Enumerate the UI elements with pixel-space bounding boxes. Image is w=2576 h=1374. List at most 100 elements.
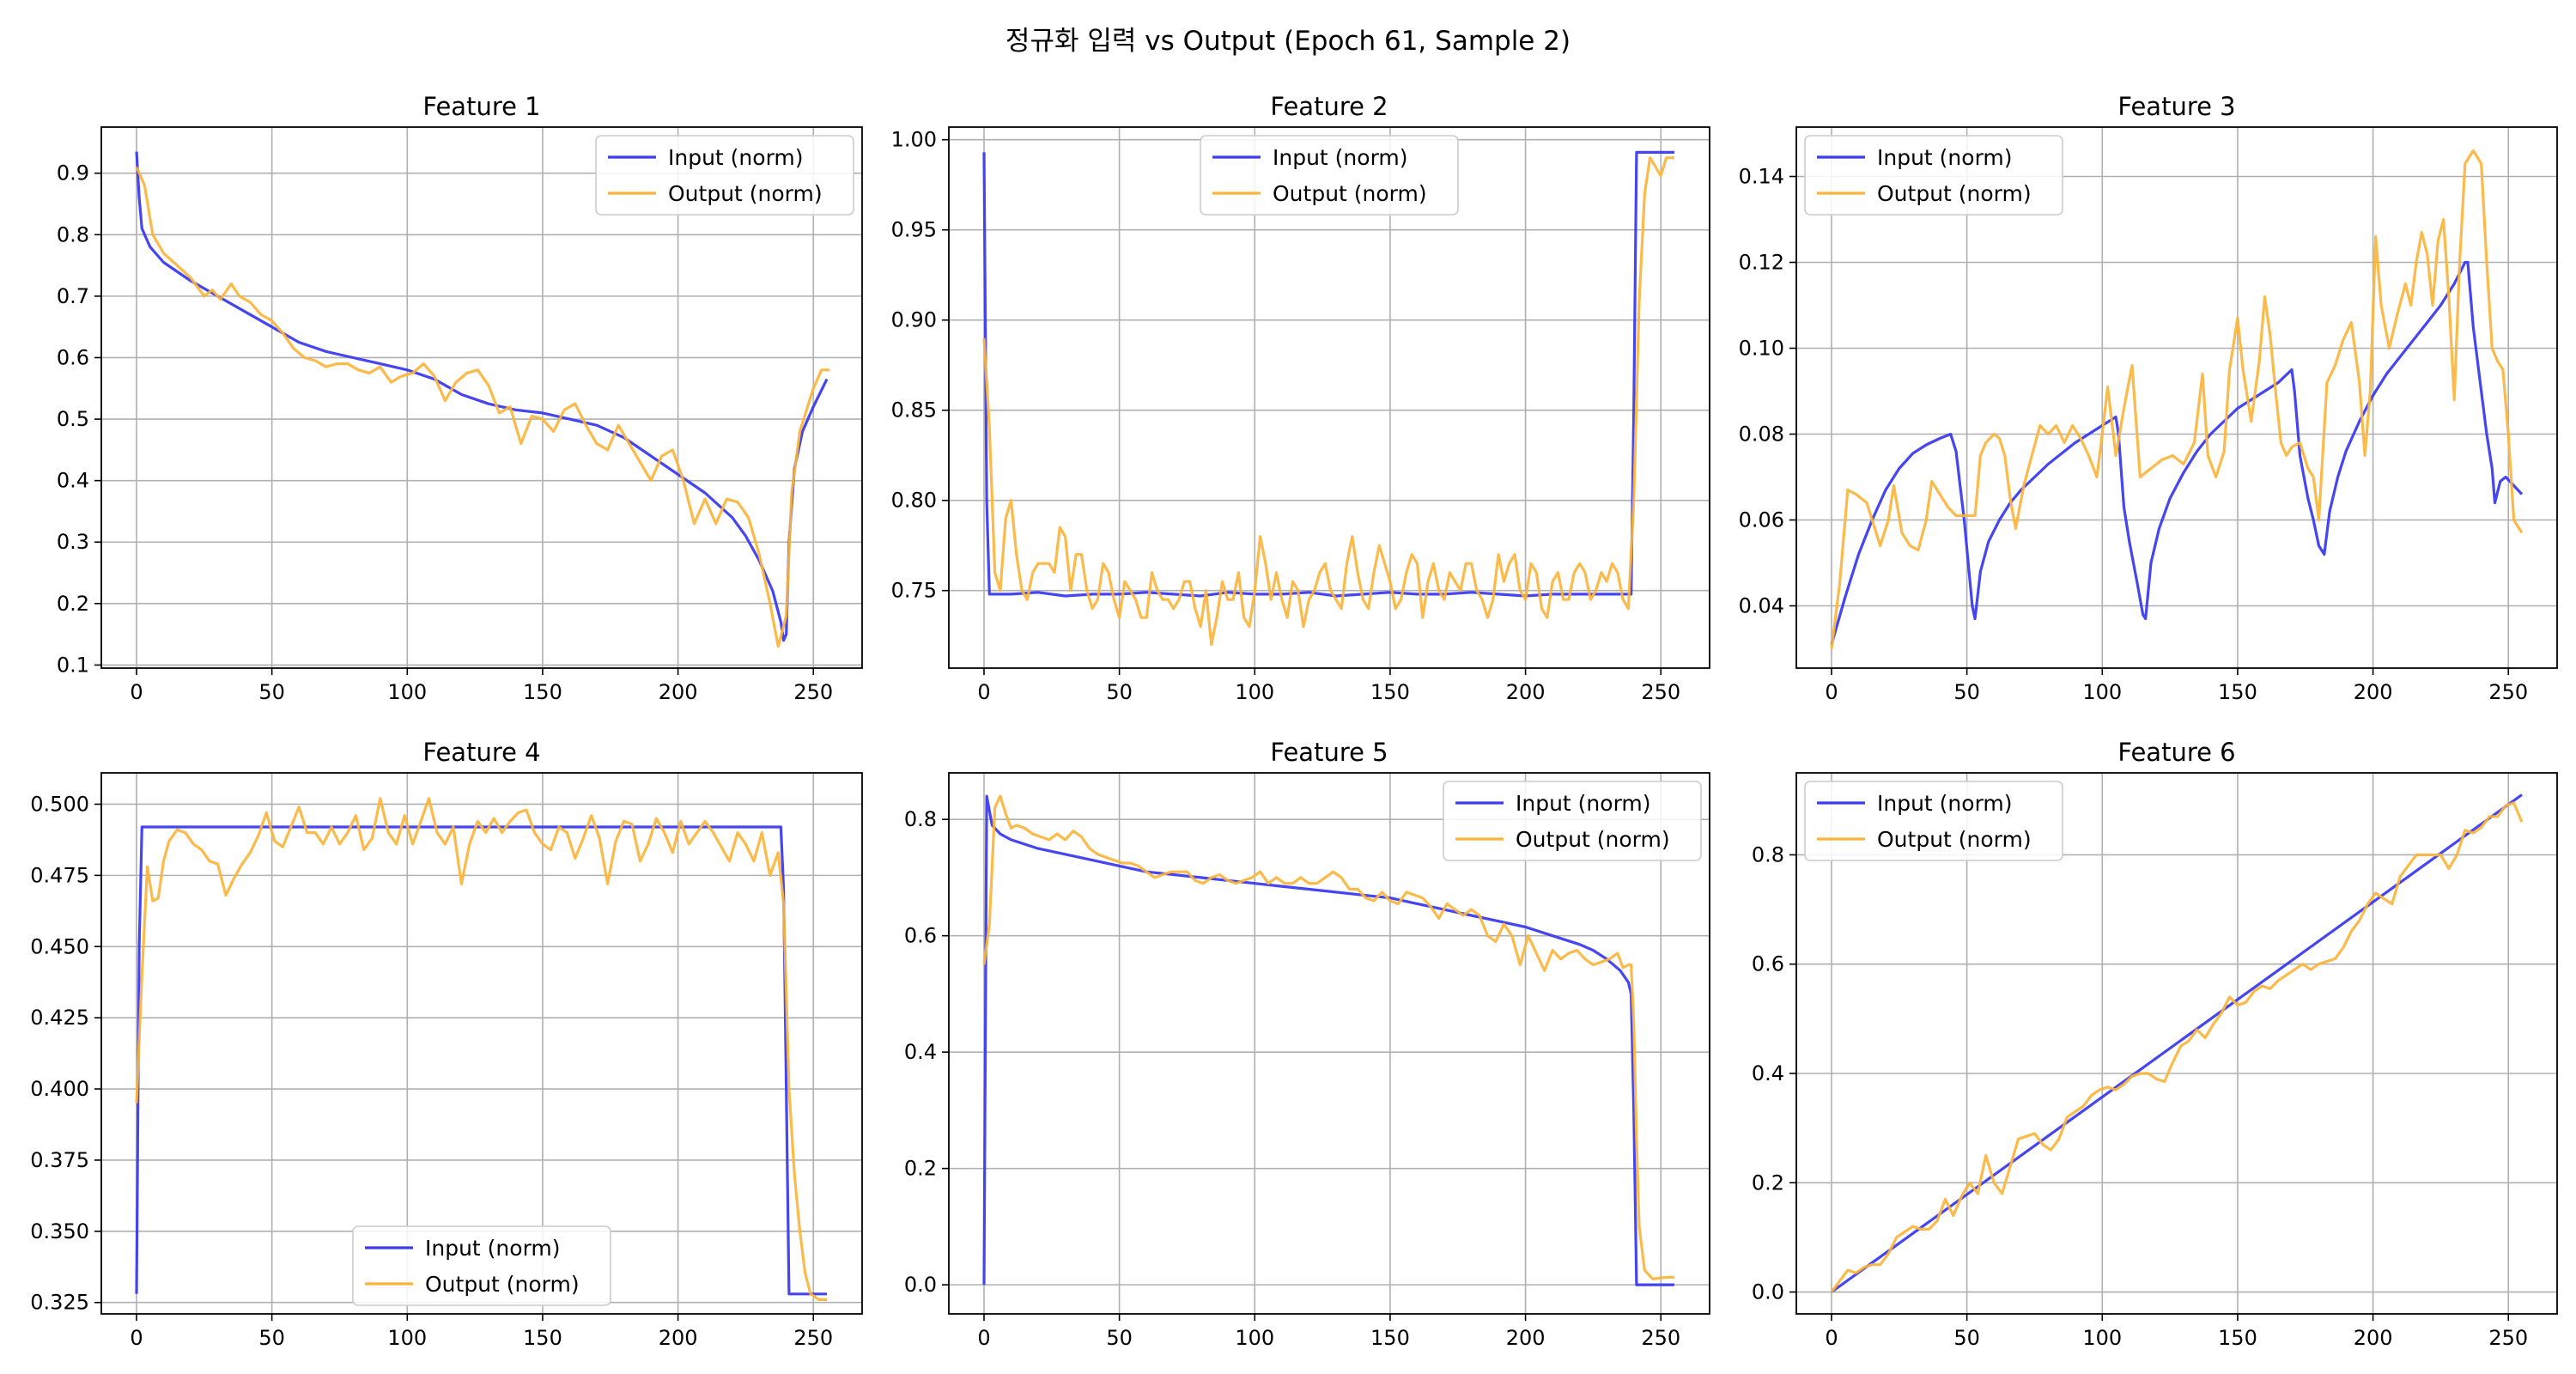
legend: Input (norm) Output (norm) (595, 135, 854, 216)
y-tick-label: 0.9 (57, 161, 89, 185)
y-tick-label: 0.400 (30, 1077, 89, 1101)
legend-box (1804, 781, 2063, 861)
x-tick-label: 0 (130, 680, 143, 704)
x-tick-label: 200 (2354, 680, 2393, 704)
legend-label-output: Output (norm) (1273, 181, 1427, 206)
y-tick-label: 0.12 (1739, 251, 1784, 275)
legend-label-input: Input (norm) (1877, 145, 2013, 170)
y-tick-label: 0.6 (57, 345, 89, 369)
axes-frame (948, 126, 1710, 669)
legend: Input (norm) Output (norm) (1804, 781, 2063, 861)
y-tick-label: 0.90 (891, 308, 937, 332)
y-tick-label: 0.80 (891, 489, 937, 513)
subplot-4: 0 50 100 150 200 250 0.325 0.350 0.375 0.400 0.425… (30, 738, 863, 1350)
axes-frame (100, 126, 863, 669)
series-line-output (135, 797, 827, 1302)
y-tick-label: 0.375 (30, 1148, 89, 1172)
figure-title: 정규화 입력 vs Output (Epoch 61, Sample 2) (1005, 26, 1571, 57)
series-line-input (135, 825, 827, 1296)
legend: Input (norm) Output (norm) (1804, 135, 2063, 216)
y-tick-label: 0.75 (891, 579, 937, 603)
x-tick-label: 200 (659, 680, 698, 704)
y-tick-label: 0.4 (1752, 1061, 1784, 1085)
y-tick-label: 0.2 (904, 1157, 937, 1181)
y-tick-label: 0.2 (1752, 1170, 1784, 1195)
legend-label-output: Output (norm) (668, 181, 823, 206)
y-tick-label: 0.4 (904, 1040, 937, 1064)
series-line-input (135, 151, 829, 642)
y-tick-label: 0.04 (1739, 594, 1784, 618)
y-tick-label: 0.1 (57, 653, 89, 677)
subplot-title: Feature 1 (422, 92, 540, 121)
series-line-output (1830, 801, 2524, 1293)
x-tick-label: 0 (977, 1326, 990, 1350)
subplot-title: Feature 3 (2117, 92, 2235, 121)
y-tick-label: 0.95 (891, 218, 937, 242)
x-tick-label: 0 (130, 1326, 143, 1350)
y-tick-label: 0.5 (57, 407, 89, 431)
legend-box (1804, 135, 2063, 216)
y-tick-label: 0.500 (30, 792, 89, 816)
y-tick-label: 0.325 (30, 1291, 89, 1315)
y-tick-label: 0.85 (891, 398, 937, 423)
x-tick-label: 250 (2488, 680, 2528, 704)
subplot-title: Feature 5 (1270, 738, 1388, 767)
x-tick-label: 0 (977, 680, 990, 704)
y-tick-label: 0.7 (57, 284, 89, 308)
legend-label-input: Input (norm) (425, 1236, 561, 1261)
x-tick-label: 50 (1953, 1326, 1980, 1350)
axes-frame (1795, 772, 2558, 1315)
legend-label-input: Input (norm) (1273, 145, 1408, 170)
legend-box (352, 1225, 611, 1306)
x-tick-label: 100 (2082, 680, 2122, 704)
x-tick-label: 100 (1235, 1326, 1274, 1350)
y-tick-label: 0.450 (30, 934, 89, 958)
series-line-output (982, 156, 1674, 647)
legend-box (595, 135, 854, 216)
x-tick-label: 150 (523, 680, 562, 704)
x-tick-label: 50 (1106, 680, 1133, 704)
y-tick-label: 1.00 (891, 128, 937, 152)
legend-label-output: Output (norm) (425, 1272, 580, 1297)
subplot-3: 0 50 100 150 200 250 0.04 0.06 0.08 0.10 0.12 0.14 F… (1739, 92, 2558, 704)
x-tick-label: 50 (1953, 680, 1980, 704)
y-tick-label: 0.10 (1739, 337, 1784, 361)
y-tick-label: 0.08 (1739, 423, 1784, 447)
legend-label-input: Input (norm) (668, 145, 804, 170)
x-tick-label: 250 (1641, 1326, 1680, 1350)
y-tick-label: 0.6 (904, 924, 937, 948)
axes-frame (948, 772, 1710, 1315)
x-tick-label: 100 (387, 1326, 427, 1350)
x-tick-label: 50 (258, 1326, 285, 1350)
y-tick-label: 0.06 (1739, 508, 1784, 532)
y-tick-label: 0.0 (1752, 1280, 1784, 1304)
y-tick-label: 0.425 (30, 1006, 89, 1030)
legend-label-input: Input (norm) (1516, 791, 1651, 816)
x-tick-label: 200 (659, 1326, 698, 1350)
x-tick-label: 150 (2218, 1326, 2257, 1350)
legend-label-output: Output (norm) (1877, 827, 2032, 852)
y-tick-label: 0.6 (1752, 952, 1784, 976)
axes-frame (1795, 126, 2558, 669)
x-tick-label: 50 (1106, 1326, 1133, 1350)
legend-label-input: Input (norm) (1877, 791, 2013, 816)
x-tick-label: 50 (258, 680, 285, 704)
subplot-5: 0 50 100 150 200 250 0.0 0.2 0.4 0.6 0.8 Feature 5 I… (904, 738, 1710, 1350)
legend: Input (norm) Output (norm) (1443, 781, 1702, 861)
axes-frame (100, 772, 863, 1315)
y-tick-label: 0.475 (30, 863, 89, 887)
legend-box (1200, 135, 1459, 216)
x-tick-label: 150 (1370, 1326, 1410, 1350)
x-tick-label: 150 (523, 1326, 562, 1350)
series-line-input (1830, 260, 2524, 645)
series-line-input (982, 794, 1674, 1286)
series-line-output (135, 166, 830, 648)
x-tick-label: 0 (1825, 680, 1838, 704)
x-tick-label: 100 (2082, 1326, 2122, 1350)
subplot-title: Feature 2 (1270, 92, 1388, 121)
y-tick-label: 0.2 (57, 592, 89, 616)
x-tick-label: 100 (1235, 680, 1274, 704)
series-line-output (1830, 149, 2524, 649)
x-tick-label: 250 (793, 1326, 833, 1350)
